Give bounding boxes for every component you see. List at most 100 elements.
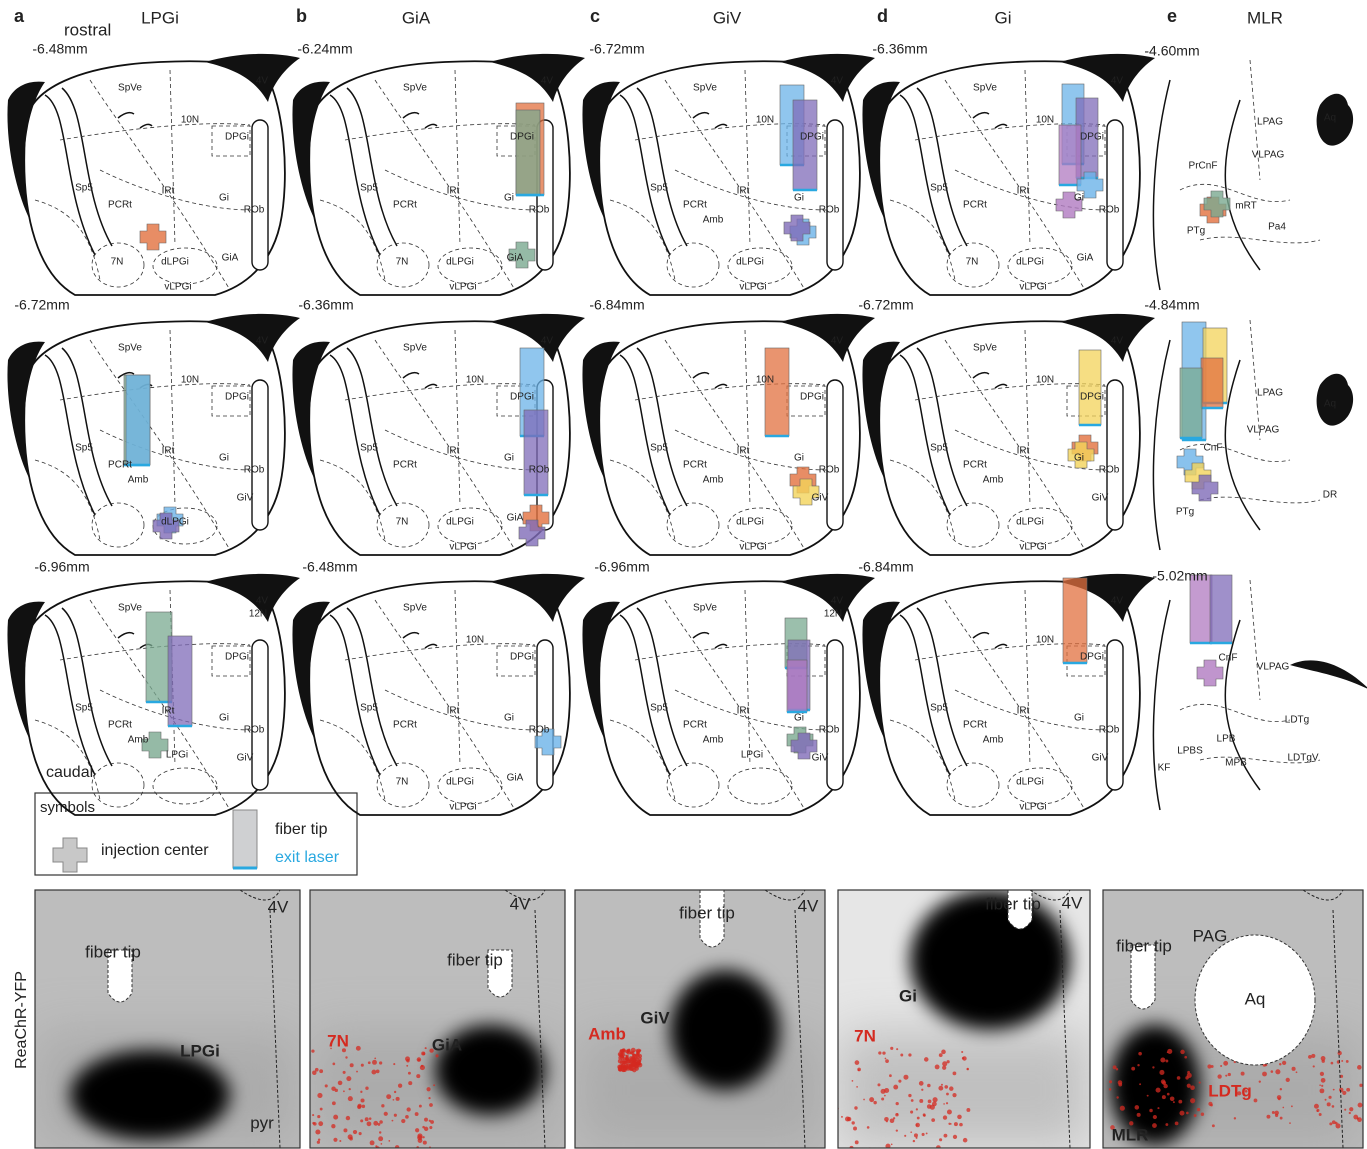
region-label: GiV — [812, 753, 829, 764]
region-label: PCRt — [683, 460, 707, 471]
region-label: ROb — [244, 725, 265, 736]
red-cell — [346, 1076, 351, 1081]
photo-content — [1103, 890, 1367, 1148]
tract — [620, 348, 687, 515]
boundary — [610, 330, 827, 550]
red-cell — [911, 1099, 914, 1102]
injection-center — [1197, 660, 1223, 686]
region-label: dLPGi — [446, 257, 474, 268]
red-cell — [930, 1105, 935, 1110]
red-cell — [346, 1116, 350, 1120]
injection-center — [140, 224, 166, 250]
red-cell — [626, 1063, 628, 1065]
red-cell — [408, 1081, 412, 1085]
red-cell — [415, 1128, 419, 1132]
red-cell — [1152, 1066, 1154, 1068]
region-label: 4V — [831, 596, 844, 607]
red-cell — [908, 1094, 911, 1097]
red-cell — [635, 1066, 637, 1068]
photo-label: PAG — [1193, 926, 1228, 945]
red-cell — [1322, 1060, 1325, 1063]
red-cell — [1319, 1113, 1322, 1116]
red-cell — [939, 1138, 942, 1141]
red-cell — [914, 1133, 918, 1137]
photo-panel: fiber tip4VGi7N — [788, 890, 1090, 1149]
red-cell — [381, 1143, 383, 1145]
red-cell — [1292, 1067, 1296, 1071]
red-cell — [1120, 1106, 1125, 1111]
red-cell — [416, 1074, 420, 1078]
red-cell — [429, 1126, 432, 1129]
red-cell — [636, 1057, 639, 1060]
red-cell — [424, 1127, 428, 1131]
red-cell — [423, 1141, 427, 1145]
red-cell — [885, 1059, 889, 1063]
red-cell — [1357, 1117, 1362, 1122]
region-label: Sp5 — [650, 703, 668, 714]
stain-label: ReaChR-YFP — [13, 971, 30, 1069]
red-cell — [426, 1087, 430, 1091]
red-cell — [1282, 1107, 1284, 1109]
red-cell — [350, 1063, 354, 1067]
region-label: PCRt — [683, 720, 707, 731]
red-cell — [884, 1095, 886, 1097]
red-cell — [946, 1093, 949, 1096]
red-cell — [356, 1046, 361, 1051]
red-cell — [369, 1117, 372, 1120]
red-cell — [357, 1105, 361, 1109]
red-cell — [345, 1056, 347, 1058]
red-cell — [627, 1050, 630, 1053]
red-cell — [1177, 1076, 1181, 1080]
red-cell — [1313, 1065, 1315, 1067]
photo-label: MLR — [1112, 1125, 1149, 1144]
region-label: ROb — [244, 205, 265, 216]
red-cell — [370, 1140, 375, 1145]
region-label: vLPGi — [1019, 542, 1046, 553]
region-label: vLPGi — [164, 282, 191, 293]
photo-label: Gi — [899, 986, 917, 1005]
red-cell — [1346, 1060, 1349, 1063]
red-cell — [394, 1091, 396, 1093]
red-cell — [1320, 1088, 1325, 1093]
red-cell — [1116, 1096, 1118, 1098]
red-cell — [1153, 1115, 1157, 1119]
red-cell — [379, 1061, 382, 1064]
red-cell — [963, 1138, 968, 1143]
region-label: ROb — [819, 725, 840, 736]
region-label: SpVe — [973, 83, 997, 94]
region-label: IRt — [1017, 186, 1030, 197]
black-region — [490, 54, 585, 102]
region-label: GiA — [507, 253, 524, 264]
region-label: DR — [1323, 490, 1337, 501]
red-cell — [903, 1075, 908, 1080]
red-cell — [1152, 1123, 1157, 1128]
region-label: Sp5 — [930, 703, 948, 714]
depth-label: -6.36mm — [872, 41, 927, 57]
fiber-tract — [403, 113, 437, 128]
red-cell — [896, 1113, 898, 1115]
tract — [620, 88, 687, 255]
red-cell — [926, 1132, 928, 1134]
region-label: 12N — [249, 609, 267, 620]
red-cell — [633, 1054, 636, 1057]
region-label: IRt — [737, 446, 750, 457]
red-cell — [946, 1102, 948, 1104]
red-cell — [1335, 1123, 1340, 1128]
region-label: IRt — [447, 446, 460, 457]
red-cell — [430, 1120, 434, 1124]
region-label: CnF — [1204, 443, 1223, 454]
red-cell — [938, 1086, 943, 1091]
region-label: ROb — [1099, 205, 1120, 216]
region-label: Gi — [794, 713, 804, 724]
red-cell — [343, 1128, 347, 1132]
region-label: DPGi — [225, 652, 249, 663]
red-cell — [896, 1048, 898, 1050]
red-cell — [826, 1113, 828, 1115]
red-cell — [349, 1137, 353, 1141]
boundary — [947, 503, 999, 547]
red-cell — [919, 1081, 924, 1086]
midline — [1107, 120, 1123, 270]
region-label: LPB — [1217, 734, 1236, 745]
red-cell — [425, 1047, 427, 1049]
region-label: GiV — [1092, 753, 1109, 764]
